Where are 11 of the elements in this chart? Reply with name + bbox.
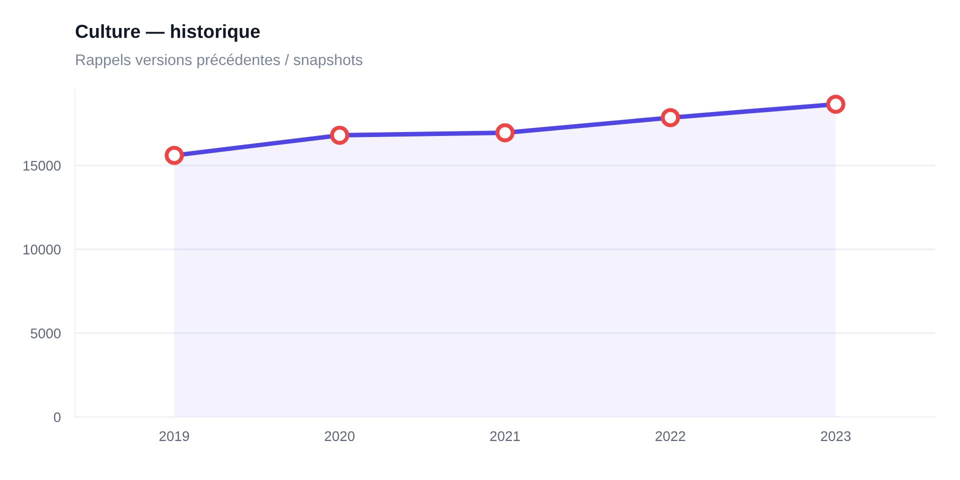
x-tick-label: 2020 — [324, 431, 355, 442]
y-tick-label: 0 — [54, 412, 61, 422]
chart-subtitle: Rappels versions précédentes / snapshots — [76, 54, 362, 68]
x-tick-label: 2023 — [821, 431, 851, 442]
chart-title: Culture — historique — [76, 24, 260, 42]
y-tick-label: 10000 — [24, 244, 61, 254]
y-tick-label: 5000 — [30, 328, 61, 338]
y-tick-label: 15000 — [24, 160, 61, 171]
x-tick-label: 2021 — [490, 431, 520, 442]
x-tick-label: 2022 — [656, 431, 686, 442]
x-tick-label: 2019 — [159, 431, 190, 442]
